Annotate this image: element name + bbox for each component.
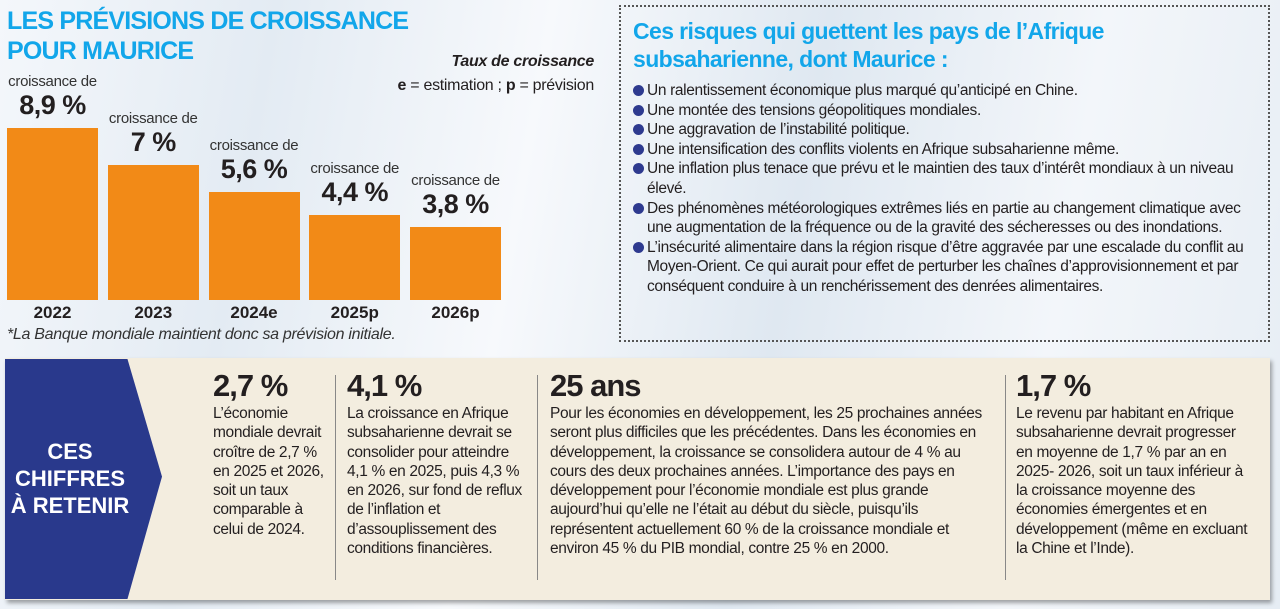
bar-label-prefix: croissance de	[411, 171, 500, 189]
bar-label-prefix: croissance de	[8, 72, 97, 90]
risk-text: L’insécurité alimentaire dans la région …	[647, 238, 1244, 295]
figure-value: 4,1 %	[347, 368, 422, 403]
data-label: 7 %	[130, 126, 177, 157]
data-label: 4,4 %	[321, 176, 389, 207]
legend-title: Taux de croissance	[451, 53, 594, 70]
legend-note: e = estimation ; p = prévision	[397, 77, 595, 95]
figure-value: 2,7 %	[213, 368, 288, 403]
risks-title-line-2: subsaharienne, dont Maurice :	[633, 46, 948, 72]
figure-value: 25 ans	[550, 368, 642, 403]
risk-item: Des phénomènes météorologiques extrêmes …	[633, 199, 1263, 238]
legend-p: p	[505, 77, 516, 94]
bullet-icon	[633, 163, 644, 175]
bar-2026p	[410, 226, 501, 300]
bullet-icon	[633, 241, 644, 253]
x-tick-label: 2025p	[330, 303, 379, 322]
risk-text: Une aggravation de l’instabilité politiq…	[647, 121, 910, 139]
bar-label-prefix: croissance de	[310, 159, 400, 177]
data-label: 8,9 %	[19, 89, 86, 120]
label-line-2: CHIFFRES	[15, 466, 125, 491]
data-label: 3,8 %	[422, 188, 489, 219]
title-line-1: LES PRÉVISIONS DE CROISSANCE	[7, 7, 409, 35]
key-figures-label: CES CHIFFRES À RETENIR	[10, 438, 130, 519]
label-line-1: CES	[47, 439, 93, 464]
figure-text: La croissance en Afrique subsaharienne d…	[347, 405, 522, 558]
footnote: *La Banque mondiale maintient donc sa pr…	[7, 326, 396, 343]
risk-item: Une inflation plus tenace que prévu et l…	[633, 159, 1263, 198]
divider	[537, 375, 538, 580]
divider	[335, 375, 336, 580]
chart-title: LES PRÉVISIONS DE CROISSANCE POUR MAURIC…	[7, 6, 409, 66]
bar-label-prefix: croissance de	[209, 136, 299, 154]
divider	[1005, 375, 1006, 580]
bar-2025p	[309, 214, 401, 300]
bullet-icon	[633, 202, 644, 214]
x-tick-label: 2023	[134, 303, 173, 322]
key-figures-panel	[5, 358, 1270, 600]
bullet-icon	[633, 85, 644, 96]
risk-item: Une aggravation de l’instabilité politiq…	[633, 120, 1263, 140]
legend-e-text: = estimation ;	[406, 77, 506, 94]
risk-text: Un ralentissement économique plus marqué…	[647, 82, 1078, 99]
risk-item: Une montée des tensions géopolitiques mo…	[633, 101, 1263, 121]
bullet-icon	[633, 143, 644, 155]
data-label: 5,6 %	[220, 153, 288, 184]
risk-item: Une intensification des conflits violent…	[633, 140, 1263, 160]
growth-bar-chart: croissance de 8,9 % 2022 croissance de 7 % 20…	[0, 0, 620, 350]
label-line-3: À RETENIR	[10, 493, 130, 518]
risks-title-line-1: Ces risques qui guettent les pays de l’A…	[633, 18, 1104, 44]
risks-box: Ces risques qui guettent les pays de l’A…	[619, 5, 1270, 342]
figure-item: 4,1 % La croissance en Afrique subsahari…	[347, 368, 529, 558]
bar-2023	[107, 164, 199, 300]
figure-text: Le revenu par habitant en Afrique subsah…	[1016, 405, 1248, 558]
figure-text: Pour les économies en développement, les…	[550, 405, 982, 558]
figure-text: L’économie mondiale devrait croître de 2…	[213, 405, 324, 538]
figure-item: 2,7 % L’économie mondiale devrait croîtr…	[213, 368, 335, 539]
bullet-icon	[633, 104, 644, 116]
title-line-2: POUR MAURICE	[7, 37, 194, 65]
risk-text: Des phénomènes météorologiques extrêmes …	[647, 199, 1241, 237]
bar-2024e	[208, 191, 300, 300]
figure-value: 1,7 %	[1016, 368, 1091, 403]
figure-item: 25 ans Pour les économies en développeme…	[550, 368, 1000, 558]
x-tick-label: 2024e	[230, 303, 278, 322]
risk-text: Une montée des tensions géopolitiques mo…	[647, 101, 981, 119]
risks-list: Un ralentissement économique plus marqué…	[633, 81, 1263, 297]
bullet-icon	[633, 124, 644, 136]
x-tick-label: 2022	[33, 303, 72, 322]
risk-text: Une intensification des conflits violent…	[647, 140, 1119, 158]
figure-item: 1,7 % Le revenu par habitant en Afrique …	[1016, 368, 1256, 558]
x-tick-label: 2026p	[431, 303, 480, 322]
legend-p-text: = prévision	[515, 77, 594, 94]
bar-2022	[7, 127, 98, 300]
risk-text: Une inflation plus tenace que prévu et l…	[647, 160, 1234, 197]
bar-label-prefix: croissance de	[108, 109, 198, 127]
risk-item: Un ralentissement économique plus marqué…	[633, 81, 1263, 101]
key-figures-arrow-banner	[5, 359, 162, 599]
risks-title: Ces risques qui guettent les pays de l’A…	[633, 17, 1104, 73]
legend-e: e	[397, 77, 407, 94]
risk-item: L’insécurité alimentaire dans la région …	[633, 238, 1263, 297]
